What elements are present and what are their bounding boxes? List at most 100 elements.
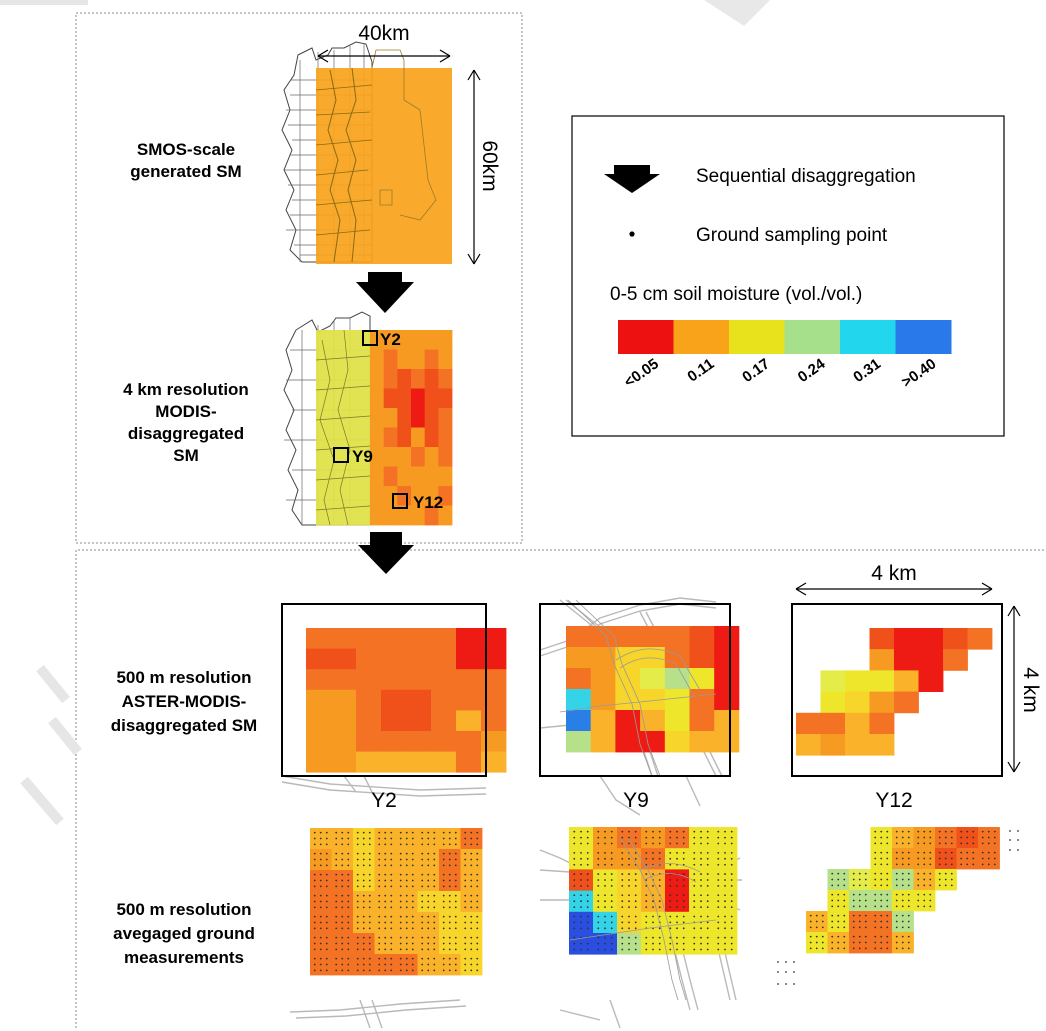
sampling-point bbox=[682, 857, 685, 860]
sampling-point bbox=[335, 957, 338, 960]
sampling-point bbox=[886, 920, 889, 923]
sampling-point bbox=[966, 830, 969, 833]
sampling-point bbox=[390, 837, 393, 840]
sampling-point bbox=[378, 942, 381, 945]
sampling-point bbox=[319, 858, 322, 861]
sampling-point bbox=[972, 836, 975, 839]
sampling-point bbox=[652, 900, 654, 903]
site-title-y9: Y9 bbox=[623, 789, 649, 812]
sampling-point bbox=[384, 957, 387, 960]
sampling-point bbox=[470, 879, 473, 882]
sampling-point bbox=[378, 864, 381, 867]
sampling-point bbox=[717, 900, 720, 903]
sampling-point bbox=[724, 921, 726, 924]
sampling-point bbox=[399, 885, 402, 888]
sampling-point bbox=[874, 872, 877, 875]
sampling-point bbox=[319, 873, 322, 876]
sampling-point bbox=[621, 906, 624, 909]
sampling-point bbox=[470, 894, 473, 897]
sampling-point bbox=[1009, 849, 1011, 851]
sampling-point bbox=[476, 906, 479, 909]
sampling-point bbox=[987, 863, 990, 866]
grid-cell bbox=[331, 689, 357, 711]
sampling-point bbox=[356, 885, 359, 888]
sampling-point bbox=[809, 935, 812, 938]
grid-cell bbox=[689, 626, 715, 648]
sampling-point bbox=[724, 927, 726, 930]
sampling-point bbox=[901, 842, 904, 845]
sampling-point bbox=[793, 983, 795, 985]
scale-60km: 60km bbox=[467, 69, 501, 265]
grid-cell bbox=[590, 626, 616, 648]
sampling-point bbox=[470, 936, 473, 939]
sampling-point bbox=[597, 927, 600, 930]
sampling-point bbox=[427, 963, 430, 966]
sampling-point bbox=[895, 920, 898, 923]
grid-cell bbox=[381, 731, 407, 752]
sampling-point bbox=[950, 872, 953, 875]
grid-cell bbox=[894, 628, 919, 650]
sampling-point bbox=[604, 851, 606, 854]
sampling-point bbox=[682, 885, 685, 887]
grid-cell bbox=[820, 712, 846, 735]
sampling-point bbox=[730, 921, 733, 924]
smos-label-line1: SMOS-scale bbox=[137, 140, 235, 159]
sampling-point bbox=[597, 857, 600, 860]
sampling-point bbox=[837, 872, 840, 875]
grid-cell bbox=[894, 670, 919, 692]
sampling-point bbox=[658, 906, 661, 909]
sampling-point bbox=[950, 830, 953, 833]
sampling-point bbox=[325, 969, 328, 972]
sampling-point bbox=[901, 947, 904, 950]
sampling-point bbox=[573, 906, 576, 909]
sampling-point bbox=[852, 947, 855, 950]
ground-label-line2: avegaged ground bbox=[113, 924, 255, 943]
sampling-point bbox=[730, 842, 733, 845]
sampling-point bbox=[895, 842, 898, 845]
sampling-point bbox=[421, 864, 424, 867]
sampling-point bbox=[944, 842, 947, 845]
sampling-point bbox=[421, 963, 424, 966]
grid-cell bbox=[566, 626, 592, 648]
sampling-point bbox=[610, 921, 613, 924]
sampling-point bbox=[347, 837, 350, 840]
sampling-point bbox=[464, 948, 467, 951]
sampling-point bbox=[347, 936, 350, 939]
sampling-point bbox=[421, 948, 424, 951]
sampling-point bbox=[693, 830, 696, 833]
sampling-point bbox=[454, 936, 457, 939]
sampling-point bbox=[476, 843, 479, 846]
sampling-point bbox=[356, 843, 359, 846]
sampling-point bbox=[874, 941, 877, 944]
sampling-point bbox=[901, 935, 904, 938]
sampling-point bbox=[341, 936, 344, 939]
sampling-point bbox=[586, 942, 589, 945]
sampling-point bbox=[730, 885, 733, 887]
sampling-point bbox=[1017, 849, 1019, 851]
sampling-point bbox=[676, 836, 678, 839]
sampling-point bbox=[858, 920, 861, 923]
sampling-point bbox=[427, 843, 430, 846]
sampling-point bbox=[682, 915, 685, 918]
sampling-point bbox=[730, 836, 733, 839]
sampling-point bbox=[454, 921, 457, 924]
sampling-point bbox=[405, 837, 408, 840]
sampling-point bbox=[399, 858, 402, 861]
sampling-point bbox=[427, 894, 430, 897]
sampling-point bbox=[621, 851, 624, 854]
sampling-point bbox=[597, 885, 600, 887]
sampling-point bbox=[313, 837, 316, 840]
sampling-point bbox=[464, 879, 467, 882]
sampling-point bbox=[448, 936, 451, 939]
sampling-point bbox=[717, 885, 720, 887]
sampling-point bbox=[470, 843, 473, 846]
sampling-point bbox=[378, 936, 381, 939]
sampling-point bbox=[604, 921, 606, 924]
sampling-point bbox=[362, 942, 365, 945]
sampling-point bbox=[347, 858, 350, 861]
sampling-point bbox=[700, 857, 702, 860]
sampling-point bbox=[960, 863, 963, 866]
sampling-point bbox=[604, 836, 606, 839]
modis-cell bbox=[424, 427, 439, 448]
sampling-point bbox=[476, 852, 479, 855]
